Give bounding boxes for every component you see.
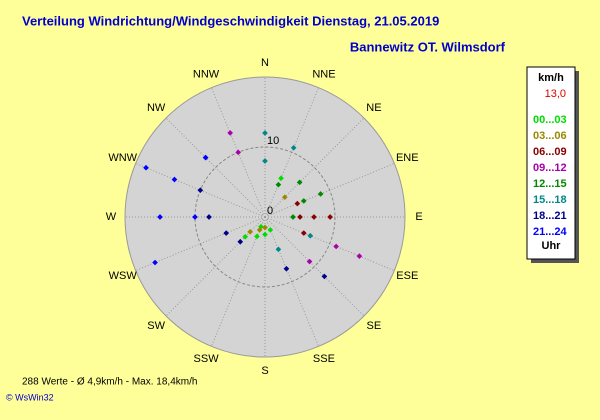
point — [227, 130, 234, 136]
point — [311, 214, 317, 220]
point — [300, 230, 307, 236]
chart-subtitle: Bannewitz OT. Wilmsdorf — [350, 39, 506, 54]
direction-label: NNW — [193, 69, 220, 81]
grid-ring — [194, 146, 336, 288]
point — [242, 233, 249, 240]
direction-label: NNE — [312, 69, 335, 81]
point — [333, 243, 339, 250]
point — [262, 130, 268, 136]
legend-entry: 18...21 — [533, 210, 567, 222]
point — [202, 154, 209, 161]
point — [297, 214, 303, 220]
point — [300, 198, 307, 204]
point — [281, 194, 288, 201]
point — [321, 273, 328, 280]
spoke — [165, 216, 266, 317]
legend-entry: 06...09 — [533, 146, 567, 158]
credit: © WsWin32 — [6, 392, 54, 402]
point — [223, 230, 230, 236]
point — [327, 214, 333, 220]
spoke — [264, 216, 365, 317]
legend-entry: 00...03 — [533, 114, 567, 126]
direction-label: ENE — [396, 152, 419, 164]
point — [262, 231, 268, 238]
spoke — [165, 117, 266, 218]
r-tick-label: 10 — [267, 135, 279, 147]
direction-label: SSW — [194, 353, 220, 365]
point — [235, 149, 242, 156]
point — [290, 214, 296, 220]
chart-title: Verteilung Windrichtung/Windgeschwindigk… — [22, 13, 439, 28]
legend-entry: 03...06 — [533, 130, 567, 142]
direction-label: SSE — [313, 353, 335, 365]
direction-label: N — [261, 57, 269, 69]
direction-label: WSW — [109, 270, 138, 282]
point — [206, 214, 212, 220]
legend-entry: 15...18 — [533, 194, 567, 206]
point — [262, 158, 268, 164]
legend-title: km/h — [538, 72, 564, 84]
point — [307, 232, 314, 239]
legend-entry: 21...24 — [533, 226, 568, 238]
direction-label: SE — [367, 320, 382, 332]
direction-label: SW — [147, 320, 165, 332]
direction-label: ESE — [396, 270, 418, 282]
r-tick-label: 0 — [267, 205, 273, 217]
point — [275, 246, 282, 253]
legend-entry: 12...15 — [533, 178, 567, 190]
direction-label: NW — [147, 102, 166, 114]
point — [197, 187, 204, 194]
point — [143, 164, 149, 171]
direction-label: E — [415, 211, 422, 223]
point — [256, 227, 263, 233]
point — [283, 265, 290, 272]
spoke — [264, 117, 365, 218]
direction-label: W — [106, 211, 117, 223]
point — [254, 233, 260, 240]
point — [237, 238, 244, 245]
legend-footer: Uhr — [542, 240, 562, 252]
direction-label: NE — [366, 102, 381, 114]
legend-value: 13,0 — [545, 88, 566, 100]
point — [294, 200, 301, 207]
point — [317, 191, 324, 197]
legend-entry: 09...12 — [533, 162, 567, 174]
point — [152, 259, 158, 266]
legend-box — [526, 66, 576, 260]
point — [290, 144, 297, 151]
point — [247, 229, 253, 235]
direction-label: WNW — [108, 152, 137, 164]
point — [296, 179, 303, 186]
footer: 288 Werte - Ø 4,9km/h - Max. 18,4km/h — [22, 377, 197, 388]
point — [192, 214, 198, 220]
point — [267, 227, 274, 233]
point — [171, 176, 178, 183]
direction-label: S — [261, 365, 268, 377]
point — [157, 214, 163, 220]
point — [278, 175, 284, 182]
point — [262, 224, 268, 231]
point — [306, 258, 313, 265]
point — [275, 181, 282, 188]
